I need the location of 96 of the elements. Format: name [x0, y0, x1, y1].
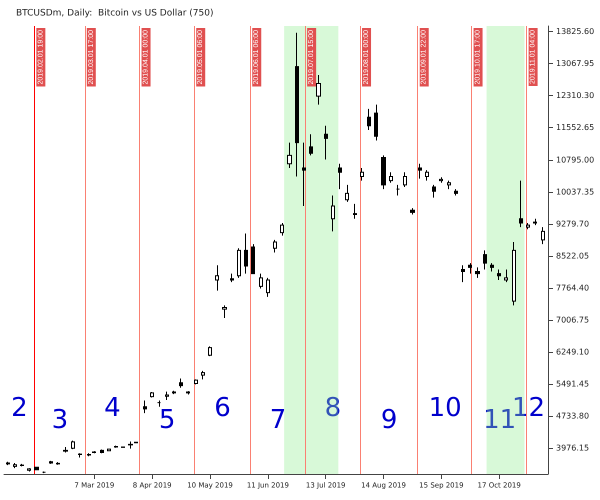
- candlestick: [519, 180, 523, 228]
- candlestick: [367, 108, 371, 130]
- candlestick: [215, 264, 219, 292]
- candlestick: [374, 104, 378, 142]
- candlestick: [150, 392, 154, 398]
- y-tick-label: 9279.70: [556, 219, 590, 228]
- candlestick: [244, 233, 248, 274]
- annotation: 10: [428, 393, 462, 423]
- candlestick: [302, 142, 306, 207]
- candlestick: [230, 273, 234, 283]
- candlestick: [461, 264, 465, 283]
- candlestick: [179, 378, 183, 388]
- y-tick-label: 13067.95: [556, 59, 594, 68]
- y-tick-label: 12310.30: [556, 91, 594, 100]
- candlestick: [497, 268, 501, 281]
- candlestick: [92, 450, 96, 454]
- candlestick: [20, 463, 24, 467]
- candlestick: [309, 134, 313, 156]
- candlestick: [194, 378, 198, 385]
- candlestick: [100, 448, 104, 454]
- candlestick: [410, 208, 415, 215]
- candlestick: [454, 188, 458, 196]
- candlestick: [324, 125, 328, 160]
- candlestick: [259, 273, 263, 289]
- candlestick: [353, 203, 357, 220]
- candlestick: [128, 440, 133, 450]
- candlestick: [439, 176, 443, 184]
- candlestick: [526, 222, 530, 230]
- annotation: 11: [483, 405, 516, 435]
- candlestick: [331, 194, 335, 232]
- annotation: 7: [270, 405, 286, 435]
- candlestick: [251, 244, 255, 274]
- y-tick-label: 13825.60: [556, 27, 594, 36]
- annotation: 5: [158, 405, 176, 435]
- candlestick: [504, 268, 508, 283]
- candlestick: [432, 184, 436, 198]
- candlestick: [447, 180, 451, 190]
- candlestick: [107, 448, 111, 452]
- candlestick: [222, 304, 227, 319]
- candlestick: [87, 452, 91, 457]
- candlestick: [208, 346, 212, 357]
- candlestick: [13, 462, 17, 469]
- candlestick: [56, 462, 60, 466]
- candlestick: [71, 440, 75, 450]
- annotation: 8: [324, 393, 342, 423]
- candlestick: [201, 370, 205, 380]
- candlestick: [396, 184, 400, 196]
- candlestick: [338, 163, 342, 190]
- candlestick: [295, 32, 299, 177]
- candlestick: [287, 142, 292, 169]
- candlestick: [360, 168, 364, 182]
- annotation: 3: [52, 405, 68, 435]
- candlestick: [389, 172, 393, 184]
- candlestick: [266, 277, 270, 298]
- candlestick: [541, 226, 545, 245]
- y-tick-label: 10037.35: [556, 187, 594, 196]
- candlestick: [512, 241, 516, 306]
- candlestick: [468, 262, 472, 274]
- candlestick: [34, 466, 39, 471]
- candlestick: [172, 390, 176, 395]
- y-tick-label: 7006.75: [556, 315, 590, 324]
- candlestick: [490, 262, 494, 272]
- y-tick-label: 5491.45: [556, 379, 590, 388]
- candlestick: [425, 170, 429, 182]
- candlestick: [403, 172, 407, 188]
- candlestick: [483, 250, 487, 270]
- y-tick-label: 4733.80: [556, 411, 590, 420]
- candlestick: [186, 390, 190, 396]
- candlestick: [165, 391, 169, 401]
- y-tick-label: 6249.10: [556, 347, 590, 356]
- candlestick: [63, 446, 68, 453]
- candlestick: [157, 400, 161, 408]
- annotation: 6: [214, 393, 231, 423]
- candlestick: [418, 163, 422, 180]
- candlestick: [475, 266, 480, 278]
- y-tick-label: 3976.15: [556, 443, 590, 452]
- candlestick: [78, 452, 82, 458]
- y-tick-label: 10795.00: [556, 155, 594, 164]
- candlestick: [316, 74, 321, 106]
- candlestick: [533, 218, 537, 226]
- candlestick: [280, 222, 284, 236]
- candlestick: [114, 445, 118, 448]
- annotation: 4: [104, 393, 121, 423]
- candlestick: [143, 400, 147, 414]
- candlestick: [237, 248, 241, 278]
- candlestick: [6, 461, 10, 466]
- y-tick-label: 11552.65: [556, 123, 594, 132]
- annotation: 2: [11, 393, 28, 423]
- y-tick-label: 7764.40: [556, 283, 590, 292]
- chart-title: BTCUSDm, Daily: Bitcoin vs US Dollar (750): [16, 8, 214, 18]
- candlestick: [381, 154, 386, 190]
- candlestick: [49, 460, 53, 464]
- y-tick-label: 8522.05: [556, 251, 590, 260]
- candlestick: [273, 239, 277, 254]
- candlestick: [345, 184, 349, 202]
- annotation: 9: [380, 405, 398, 435]
